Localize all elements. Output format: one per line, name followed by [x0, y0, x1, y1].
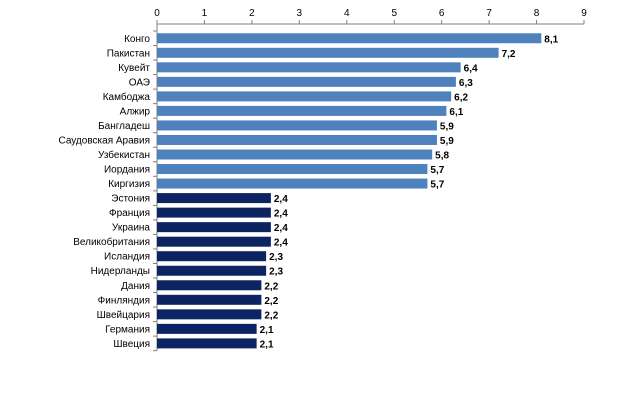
- data-label: 2,2: [264, 281, 278, 292]
- category-label: Украина: [112, 223, 151, 234]
- bar: [157, 134, 437, 145]
- category-label: Киргизия: [108, 179, 150, 190]
- data-label: 6,2: [454, 92, 468, 103]
- x-tick-label: 4: [344, 8, 350, 19]
- x-tick-label: 8: [534, 8, 540, 19]
- data-label: 2,4: [274, 209, 288, 220]
- y-axis: Конго Пакистан Кувейт ОАЭ Камбоджа Алжир Бангл…: [58, 24, 158, 352]
- data-label: 5,7: [430, 180, 444, 191]
- category-label: Германия: [105, 324, 150, 335]
- bar: [157, 149, 433, 160]
- bar: [157, 76, 456, 87]
- bar: [157, 323, 257, 334]
- category-label: Исландия: [104, 252, 150, 263]
- category-label: Иордания: [104, 165, 150, 176]
- x-tick-label: 1: [202, 8, 208, 19]
- bars: [157, 33, 542, 349]
- data-label: 2,4: [274, 238, 288, 249]
- category-label: Эстония: [111, 194, 150, 205]
- category-label: Кувейт: [118, 63, 150, 74]
- x-tick-label: 0: [154, 8, 160, 19]
- data-label: 5,7: [430, 165, 444, 176]
- category-label: Алжир: [120, 106, 151, 117]
- category-label: Швеция: [113, 339, 150, 350]
- bar: [157, 265, 267, 276]
- data-label: 5,8: [435, 151, 449, 162]
- bar: [157, 47, 499, 58]
- category-label: Нидерланды: [91, 266, 150, 277]
- category-label: Швейцария: [97, 310, 150, 321]
- data-label: 7,2: [502, 49, 516, 60]
- bar: [157, 33, 542, 44]
- category-label: Дания: [121, 281, 150, 292]
- x-tick-label: 5: [391, 8, 397, 19]
- x-tick-label: 2: [249, 8, 255, 19]
- data-label: 2,1: [260, 325, 274, 336]
- x-tick-label: 3: [297, 8, 303, 19]
- data-label: 2,3: [269, 267, 283, 278]
- bar: [157, 280, 262, 291]
- category-label: Франция: [109, 208, 150, 219]
- bar: [157, 105, 447, 116]
- category-label: Камбоджа: [103, 91, 151, 103]
- bar: [157, 91, 452, 102]
- x-tick-label: 9: [581, 8, 587, 19]
- category-label: Конго: [124, 34, 150, 45]
- data-label: 5,9: [440, 121, 454, 132]
- data-label: 5,9: [440, 136, 454, 147]
- data-label: 2,4: [274, 223, 288, 234]
- category-label: Пакистан: [107, 48, 150, 59]
- data-label: 2,2: [264, 296, 278, 307]
- data-label: 2,3: [269, 252, 283, 263]
- bar: [157, 62, 461, 73]
- category-label: Саудовская Аравия: [58, 135, 150, 146]
- category-label: Финляндия: [98, 295, 150, 306]
- data-label: 8,1: [544, 34, 558, 45]
- data-label: 6,3: [459, 78, 473, 89]
- data-label: 2,1: [260, 339, 274, 350]
- bar: [157, 294, 262, 305]
- category-label: ОАЭ: [129, 77, 150, 88]
- category-label: Бангладеш: [98, 121, 150, 132]
- bar: [157, 193, 271, 204]
- bar: [157, 207, 271, 218]
- data-label: 6,1: [449, 107, 463, 118]
- x-axis: 0 1 2 3 4 5 6 7 8 9: [154, 8, 587, 25]
- bar: [157, 251, 267, 262]
- data-label: 2,2: [264, 310, 278, 321]
- category-label: Великобритания: [73, 236, 150, 248]
- bar: [157, 222, 271, 233]
- bar: [157, 164, 428, 175]
- bar: [157, 236, 271, 247]
- x-tick-label: 6: [439, 8, 445, 19]
- bar: [157, 338, 257, 349]
- bar: [157, 309, 262, 320]
- x-tick-label: 7: [486, 8, 492, 19]
- data-label: 6,4: [464, 63, 478, 74]
- value-labels: 8,1 7,2 6,4 6,3 6,2 6,1 5,9 5,9 5,8 5,7 5,7 2,4 2,4 2…: [260, 34, 559, 350]
- category-label: Узбекистан: [98, 149, 150, 161]
- bar: [157, 178, 428, 189]
- data-label: 2,4: [274, 194, 288, 205]
- bar: [157, 120, 437, 131]
